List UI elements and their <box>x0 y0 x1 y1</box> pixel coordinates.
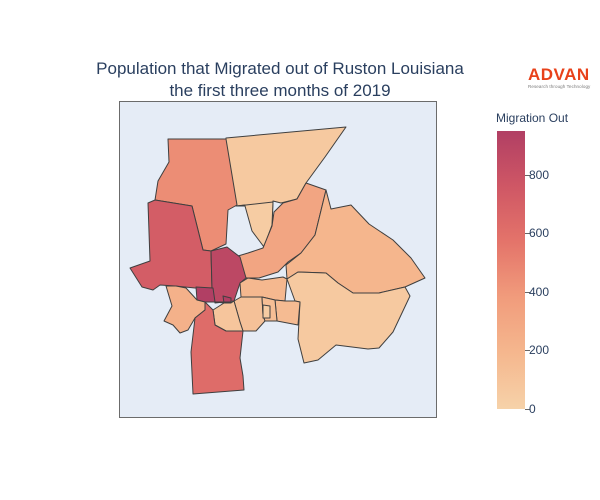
region-west-large[interactable] <box>129 199 213 291</box>
colorbar-tick-mark <box>525 350 530 351</box>
title-line-2: the first three months of 2019 <box>169 81 391 100</box>
colorbar-tick-mark <box>525 175 530 176</box>
region-east-lower[interactable] <box>286 271 411 364</box>
logo-tagline: Research through Technology <box>528 84 591 89</box>
colorbar-tick-label: 200 <box>529 343 550 357</box>
colorbar-tick-label: 600 <box>529 226 550 240</box>
title-line-1: Population that Migrated out of Ruston L… <box>96 59 464 78</box>
region-south[interactable] <box>190 301 245 395</box>
colorbar-tick-mark <box>525 292 530 293</box>
map-title: Population that Migrated out of Ruston L… <box>0 58 560 102</box>
colorbar-tick-label: 400 <box>529 285 550 299</box>
advan-logo: ADVAN Research through Technology <box>528 66 590 90</box>
colorbar-title: Migration Out <box>496 111 569 125</box>
colorbar <box>497 131 525 409</box>
colorbar-tick-label: 800 <box>529 168 550 182</box>
colorbar-tick-mark <box>525 409 530 410</box>
logo-wordmark: ADVAN <box>528 65 590 84</box>
region-center-small-d[interactable] <box>262 304 271 319</box>
colorbar-tick-label: 0 <box>529 402 536 416</box>
region-center-east-2[interactable] <box>274 299 301 326</box>
colorbar-tick-mark <box>525 233 530 234</box>
